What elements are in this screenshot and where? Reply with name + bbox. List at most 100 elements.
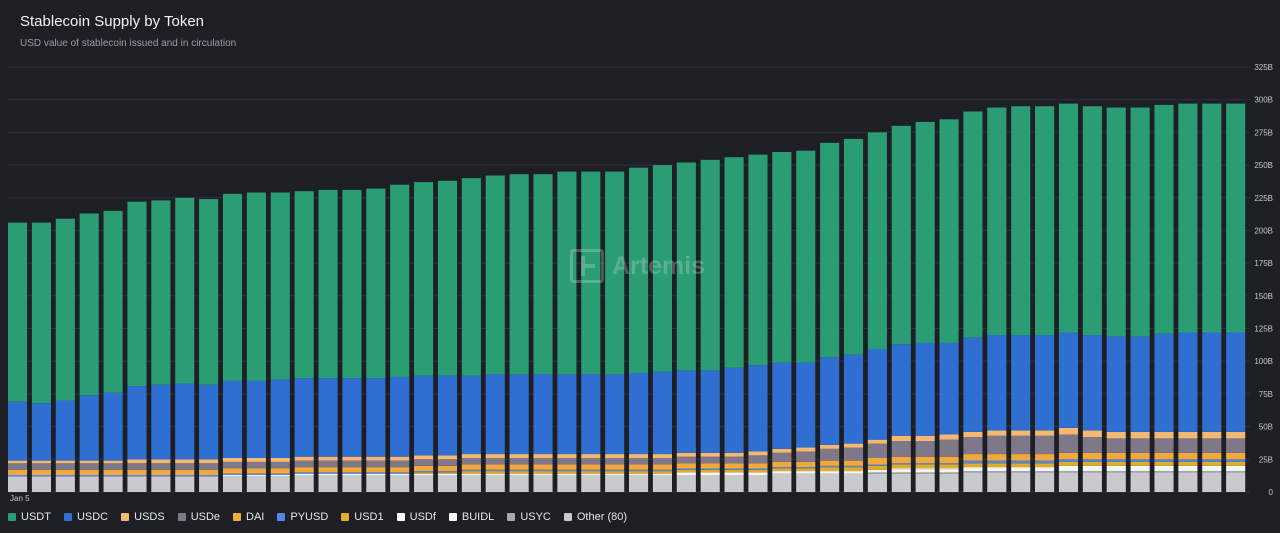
bar-segment[interactable] — [390, 467, 410, 473]
bar-segment[interactable] — [461, 464, 481, 470]
bar-segment[interactable] — [939, 464, 959, 469]
bar-segment[interactable] — [533, 454, 553, 458]
bar-segment[interactable] — [987, 107, 1007, 336]
bar-segment[interactable] — [652, 458, 672, 465]
bar-segment[interactable] — [629, 475, 649, 492]
bar-segment[interactable] — [79, 213, 99, 396]
bar-stack[interactable] — [55, 218, 75, 492]
bar-segment[interactable] — [31, 403, 51, 461]
bar-segment[interactable] — [676, 475, 696, 492]
bar-segment[interactable] — [1082, 468, 1102, 472]
bar-segment[interactable] — [318, 473, 338, 475]
bar-segment[interactable] — [1226, 103, 1246, 333]
bar-segment[interactable] — [294, 472, 314, 474]
bar-segment[interactable] — [772, 467, 792, 469]
bar-segment[interactable] — [1226, 459, 1246, 462]
bar-segment[interactable] — [509, 458, 529, 465]
bar-segment[interactable] — [342, 472, 362, 474]
bar-segment[interactable] — [390, 473, 410, 475]
bar-segment[interactable] — [820, 444, 840, 449]
bar-segment[interactable] — [557, 374, 577, 455]
bar-segment[interactable] — [1035, 335, 1055, 431]
bar-segment[interactable] — [1202, 472, 1222, 492]
bar-segment[interactable] — [1154, 468, 1174, 472]
bar-segment[interactable] — [414, 459, 434, 466]
bar-segment[interactable] — [1130, 461, 1150, 466]
bar-segment[interactable] — [127, 469, 147, 475]
bar-segment[interactable] — [676, 463, 696, 469]
bar-segment[interactable] — [414, 475, 434, 492]
bar-stack[interactable] — [820, 142, 840, 492]
bar-segment[interactable] — [987, 468, 1007, 472]
bar-segment[interactable] — [270, 468, 290, 474]
bar-segment[interactable] — [342, 475, 362, 492]
bar-segment[interactable] — [867, 132, 887, 350]
bar-segment[interactable] — [342, 378, 362, 457]
bar-stack[interactable] — [1154, 104, 1174, 492]
bar-segment[interactable] — [676, 472, 696, 475]
bar-segment[interactable] — [724, 456, 744, 464]
bar-stack[interactable] — [79, 213, 99, 492]
bar-segment[interactable] — [629, 464, 649, 470]
bar-segment[interactable] — [1154, 438, 1174, 453]
bar-segment[interactable] — [987, 472, 1007, 492]
bar-segment[interactable] — [294, 378, 314, 457]
bar-segment[interactable] — [103, 463, 123, 470]
bar-segment[interactable] — [1178, 468, 1198, 472]
bar-segment[interactable] — [581, 374, 601, 455]
bar-segment[interactable] — [748, 472, 768, 475]
bar-segment[interactable] — [1058, 459, 1079, 462]
bar-segment[interactable] — [246, 468, 266, 474]
legend-item[interactable]: USDf — [396, 511, 436, 523]
bar-segment[interactable] — [629, 373, 649, 455]
bar-segment[interactable] — [485, 175, 505, 375]
bar-segment[interactable] — [485, 471, 505, 474]
bar-segment[interactable] — [891, 468, 911, 470]
bar-segment[interactable] — [987, 467, 1007, 469]
bar-segment[interactable] — [1035, 467, 1055, 469]
bar-stack[interactable] — [748, 154, 768, 492]
bar-segment[interactable] — [1178, 471, 1198, 473]
bar-segment[interactable] — [1082, 452, 1102, 460]
bar-segment[interactable] — [796, 467, 816, 469]
bar-segment[interactable] — [629, 458, 649, 465]
bar-segment[interactable] — [748, 463, 768, 469]
bar-segment[interactable] — [127, 475, 147, 477]
bar-segment[interactable] — [366, 475, 386, 492]
bar-segment[interactable] — [987, 435, 1007, 455]
bar-segment[interactable] — [1058, 434, 1079, 453]
bar-segment[interactable] — [867, 464, 887, 466]
bar-segment[interactable] — [390, 456, 410, 461]
bar-segment[interactable] — [557, 469, 577, 472]
bar-stack[interactable] — [963, 111, 983, 492]
bar-segment[interactable] — [629, 473, 649, 475]
bar-segment[interactable] — [867, 443, 887, 458]
bar-segment[interactable] — [390, 475, 410, 492]
bar-segment[interactable] — [891, 435, 911, 441]
bar-segment[interactable] — [557, 464, 577, 470]
bar-segment[interactable] — [1035, 106, 1055, 336]
bar-segment[interactable] — [820, 465, 840, 468]
bar-segment[interactable] — [1226, 461, 1246, 466]
bar-segment[interactable] — [294, 475, 314, 492]
bar-segment[interactable] — [8, 475, 28, 477]
bar-stack[interactable] — [1226, 103, 1246, 492]
bar-segment[interactable] — [1178, 459, 1198, 462]
bar-segment[interactable] — [342, 467, 362, 473]
bar-segment[interactable] — [772, 152, 792, 363]
bar-segment[interactable] — [1202, 438, 1222, 453]
bar-segment[interactable] — [1011, 430, 1031, 436]
bar-segment[interactable] — [1106, 465, 1126, 469]
bar-segment[interactable] — [366, 460, 386, 468]
bar-segment[interactable] — [963, 467, 983, 469]
bar-segment[interactable] — [1082, 471, 1102, 473]
bar-segment[interactable] — [55, 463, 75, 470]
bar-segment[interactable] — [1154, 461, 1174, 466]
bar-segment[interactable] — [342, 189, 362, 379]
bar-segment[interactable] — [199, 475, 219, 477]
bar-stack[interactable] — [891, 125, 911, 492]
bar-segment[interactable] — [1106, 468, 1126, 472]
bar-segment[interactable] — [772, 461, 792, 468]
bar-segment[interactable] — [461, 178, 481, 376]
bar-segment[interactable] — [366, 188, 386, 379]
